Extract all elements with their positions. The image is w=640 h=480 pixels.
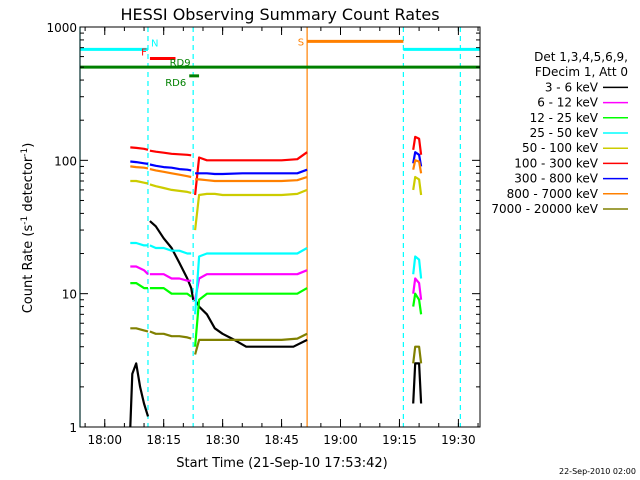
- series-4-segment-0: [130, 179, 149, 185]
- series-2-segment-0: [130, 282, 148, 290]
- series-3-segment-2: [194, 247, 308, 315]
- legend-entry-label: 3 - 6 keV: [545, 80, 599, 94]
- series-5-segment-3: [412, 135, 423, 155]
- series-8-segment-2: [194, 332, 308, 355]
- legend-entry-label: 25 - 50 keV: [530, 126, 599, 140]
- plot-frame: [79, 26, 481, 428]
- y-tick-label: 10: [62, 288, 77, 302]
- series-3-segment-3: [412, 255, 423, 279]
- x-tick-label: 19:30: [441, 433, 476, 447]
- series-7-segment-1: [149, 168, 192, 179]
- series-4-segment-3: [412, 175, 423, 196]
- series-4-segment-2: [194, 188, 308, 231]
- series-7-segment-2: [195, 175, 308, 183]
- series-1-segment-0: [130, 265, 149, 275]
- y-axis-label-sup2: -1: [20, 148, 30, 157]
- series-1-segment-3: [412, 277, 423, 300]
- y-axis-label: Count Rate (s-1 detector-1): [20, 143, 36, 314]
- legend-entry-label: 7000 - 20000 keV: [491, 202, 598, 216]
- legend-entry-label: 6 - 12 keV: [537, 96, 599, 110]
- series-5-segment-1: [149, 149, 192, 157]
- plot-area: NNFSRD6RD9: [79, 27, 480, 428]
- series-6-segment-3: [412, 151, 423, 167]
- x-tick-label: 18:15: [146, 433, 181, 447]
- series-2-segment-2: [194, 287, 308, 347]
- annotation-label-rd6: RD6: [165, 78, 186, 89]
- series-3-segment-0: [130, 241, 148, 247]
- y-axis-label-main: Count Rate (s: [21, 225, 36, 314]
- y-axis-label-sup1: -1: [20, 216, 30, 225]
- footer-date: 22-Sep-2010 02:00: [559, 467, 636, 476]
- x-axis-label: Start Time (21-Sep-10 17:53:42): [176, 456, 387, 471]
- series-2-segment-1: [149, 287, 192, 298]
- series-1-segment-2: [194, 269, 308, 301]
- y-tick-label: 1000: [46, 21, 77, 35]
- series-2-segment-3: [412, 292, 423, 315]
- series-0-segment-3: [412, 362, 423, 404]
- series-7-segment-3: [412, 159, 423, 174]
- y-axis-label-mid: detector: [21, 156, 36, 216]
- y-tick-label: 100: [54, 154, 77, 168]
- axes: 18:00 18:15 18:30 18:45 19:00 19:15 19:30 1 10 10…: [46, 21, 481, 447]
- series-6-segment-0: [130, 160, 149, 165]
- y-axis-label-end: ): [21, 143, 36, 148]
- series-8-segment-3: [412, 345, 423, 364]
- series-6-segment-1: [149, 163, 192, 172]
- annotation-label-rd9: RD9: [170, 58, 191, 69]
- x-tick-label: 19:00: [323, 433, 358, 447]
- x-tick-label: 18:30: [205, 433, 240, 447]
- x-tick-label: 19:15: [382, 433, 417, 447]
- legend: Det 1,3,4,5,6,9,FDecim 1, Att 03 - 6 keV…: [491, 50, 628, 216]
- x-tick-label: 18:00: [87, 433, 122, 447]
- legend-header-line: Det 1,3,4,5,6,9,: [534, 50, 628, 64]
- series-1-segment-1: [149, 273, 192, 282]
- series-5-segment-2: [194, 151, 308, 196]
- legend-entry-label: 300 - 800 keV: [514, 172, 598, 186]
- legend-entry-label: 12 - 25 keV: [530, 111, 599, 125]
- legend-entry-label: 50 - 100 keV: [522, 141, 599, 155]
- chart-title: HESSI Observing Summary Count Rates: [120, 5, 439, 24]
- series-0-segment-1: [149, 220, 195, 300]
- series-8-segment-0: [130, 327, 149, 333]
- series-7-segment-0: [130, 165, 149, 170]
- legend-entry-label: 800 - 7000 keV: [507, 187, 599, 201]
- x-tick-label: 18:45: [264, 433, 299, 447]
- series-3-segment-1: [149, 244, 192, 255]
- annotation-label-s: S: [298, 37, 304, 48]
- annotation-label-n: N: [151, 38, 158, 49]
- series-0-segment-0: [129, 362, 150, 428]
- legend-entry-label: 100 - 300 keV: [514, 156, 598, 170]
- series-6-segment-2: [195, 168, 308, 176]
- y-tick-label: 1: [69, 421, 77, 435]
- annotation-label-f: F: [141, 48, 147, 59]
- series-4-segment-1: [149, 183, 192, 194]
- series-5-segment-0: [130, 146, 149, 151]
- legend-header-line: FDecim 1, Att 0: [535, 65, 628, 79]
- series-8-segment-1: [149, 330, 192, 340]
